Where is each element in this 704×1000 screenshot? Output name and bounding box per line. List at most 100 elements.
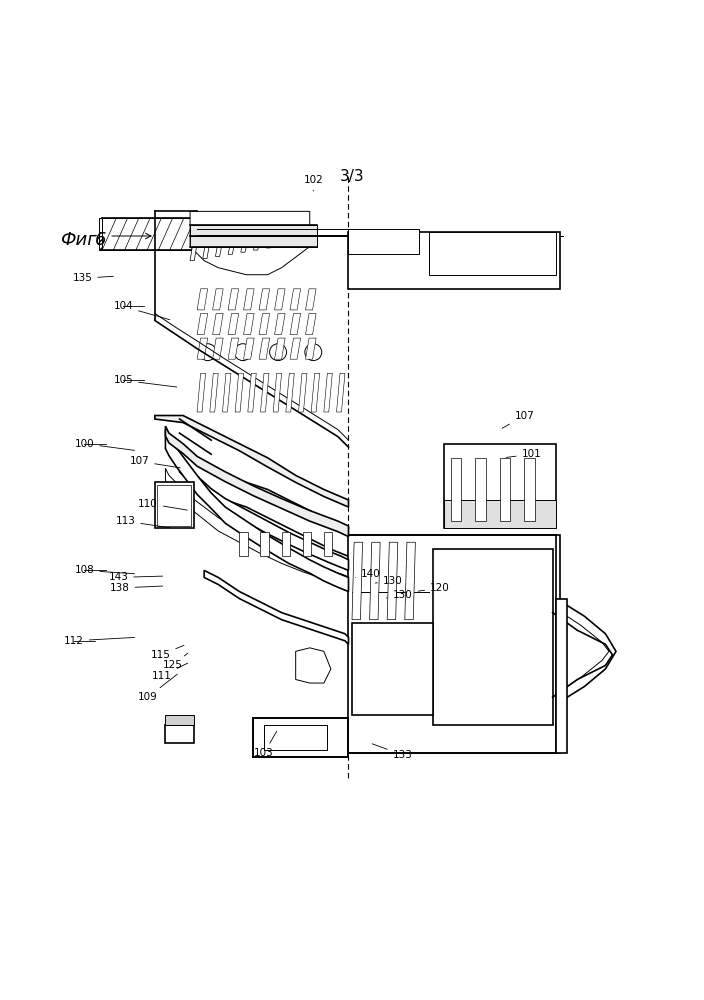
Polygon shape — [290, 338, 301, 359]
Circle shape — [305, 344, 322, 361]
Text: 130: 130 — [386, 590, 413, 600]
Polygon shape — [213, 313, 223, 335]
Polygon shape — [197, 338, 208, 359]
Bar — [165, 725, 194, 743]
Polygon shape — [259, 338, 270, 359]
Bar — [190, 225, 317, 247]
Polygon shape — [405, 542, 415, 620]
Polygon shape — [306, 289, 316, 310]
Bar — [260, 532, 269, 556]
Polygon shape — [290, 313, 301, 335]
Text: 140: 140 — [356, 569, 381, 579]
Text: 111: 111 — [152, 663, 187, 681]
Polygon shape — [296, 648, 331, 683]
Polygon shape — [235, 373, 244, 412]
Polygon shape — [228, 228, 238, 254]
Polygon shape — [352, 542, 363, 620]
Polygon shape — [244, 338, 254, 359]
Polygon shape — [197, 313, 208, 335]
Polygon shape — [190, 225, 200, 261]
Polygon shape — [260, 373, 269, 412]
Polygon shape — [228, 313, 239, 335]
Text: 104: 104 — [113, 301, 170, 320]
Polygon shape — [165, 430, 348, 592]
Bar — [303, 532, 311, 556]
Bar — [282, 532, 290, 556]
Text: 115: 115 — [151, 645, 184, 660]
Polygon shape — [228, 289, 239, 310]
Bar — [556, 599, 567, 753]
Bar — [429, 232, 556, 275]
Polygon shape — [244, 289, 254, 310]
Bar — [475, 458, 486, 521]
Polygon shape — [244, 313, 254, 335]
Polygon shape — [165, 426, 348, 537]
Bar — [239, 532, 248, 556]
Polygon shape — [259, 289, 270, 310]
Circle shape — [480, 494, 491, 506]
Polygon shape — [273, 373, 282, 412]
Polygon shape — [275, 338, 285, 359]
Bar — [500, 458, 510, 521]
Polygon shape — [228, 338, 239, 359]
Text: 135: 135 — [73, 273, 113, 283]
Polygon shape — [180, 462, 348, 570]
Polygon shape — [304, 232, 314, 242]
Circle shape — [445, 470, 456, 481]
Bar — [264, 725, 327, 750]
Polygon shape — [210, 373, 218, 412]
Text: 105: 105 — [113, 375, 177, 387]
Bar — [324, 532, 332, 556]
Bar — [444, 444, 556, 528]
Polygon shape — [197, 289, 208, 310]
Polygon shape — [290, 289, 301, 310]
Bar — [451, 458, 461, 521]
Polygon shape — [204, 570, 348, 644]
Polygon shape — [215, 227, 225, 256]
Bar — [157, 485, 191, 526]
Text: Фиг.: Фиг. — [60, 231, 102, 249]
Circle shape — [515, 470, 527, 481]
Bar — [99, 232, 197, 250]
Polygon shape — [311, 373, 320, 412]
Text: 100: 100 — [75, 439, 134, 450]
Circle shape — [480, 470, 491, 481]
Polygon shape — [275, 313, 285, 335]
Text: 125: 125 — [163, 653, 188, 670]
Bar — [99, 218, 197, 232]
Circle shape — [234, 344, 251, 361]
Bar — [253, 718, 348, 757]
Bar — [348, 535, 560, 753]
Circle shape — [270, 344, 287, 361]
Polygon shape — [197, 373, 206, 412]
Polygon shape — [248, 373, 256, 412]
Text: 113: 113 — [115, 516, 170, 528]
Bar — [348, 232, 560, 289]
Circle shape — [445, 445, 456, 456]
Bar — [348, 229, 419, 254]
Bar — [352, 623, 433, 715]
Polygon shape — [370, 542, 380, 620]
Circle shape — [515, 494, 527, 506]
Circle shape — [445, 494, 456, 506]
Polygon shape — [203, 226, 213, 259]
Polygon shape — [298, 373, 307, 412]
Bar — [165, 715, 194, 725]
Text: 103: 103 — [254, 731, 277, 758]
Polygon shape — [306, 313, 316, 335]
Polygon shape — [155, 416, 348, 507]
Bar — [524, 458, 535, 521]
Circle shape — [515, 445, 527, 456]
Polygon shape — [291, 231, 301, 244]
Polygon shape — [222, 373, 231, 412]
Polygon shape — [241, 228, 251, 252]
Polygon shape — [387, 542, 398, 620]
Text: 107: 107 — [130, 456, 180, 468]
Polygon shape — [275, 289, 285, 310]
Text: 112: 112 — [64, 636, 134, 646]
Polygon shape — [190, 211, 310, 275]
Polygon shape — [165, 468, 348, 588]
Text: 130: 130 — [375, 576, 403, 586]
Bar — [444, 500, 556, 528]
Polygon shape — [266, 230, 276, 248]
